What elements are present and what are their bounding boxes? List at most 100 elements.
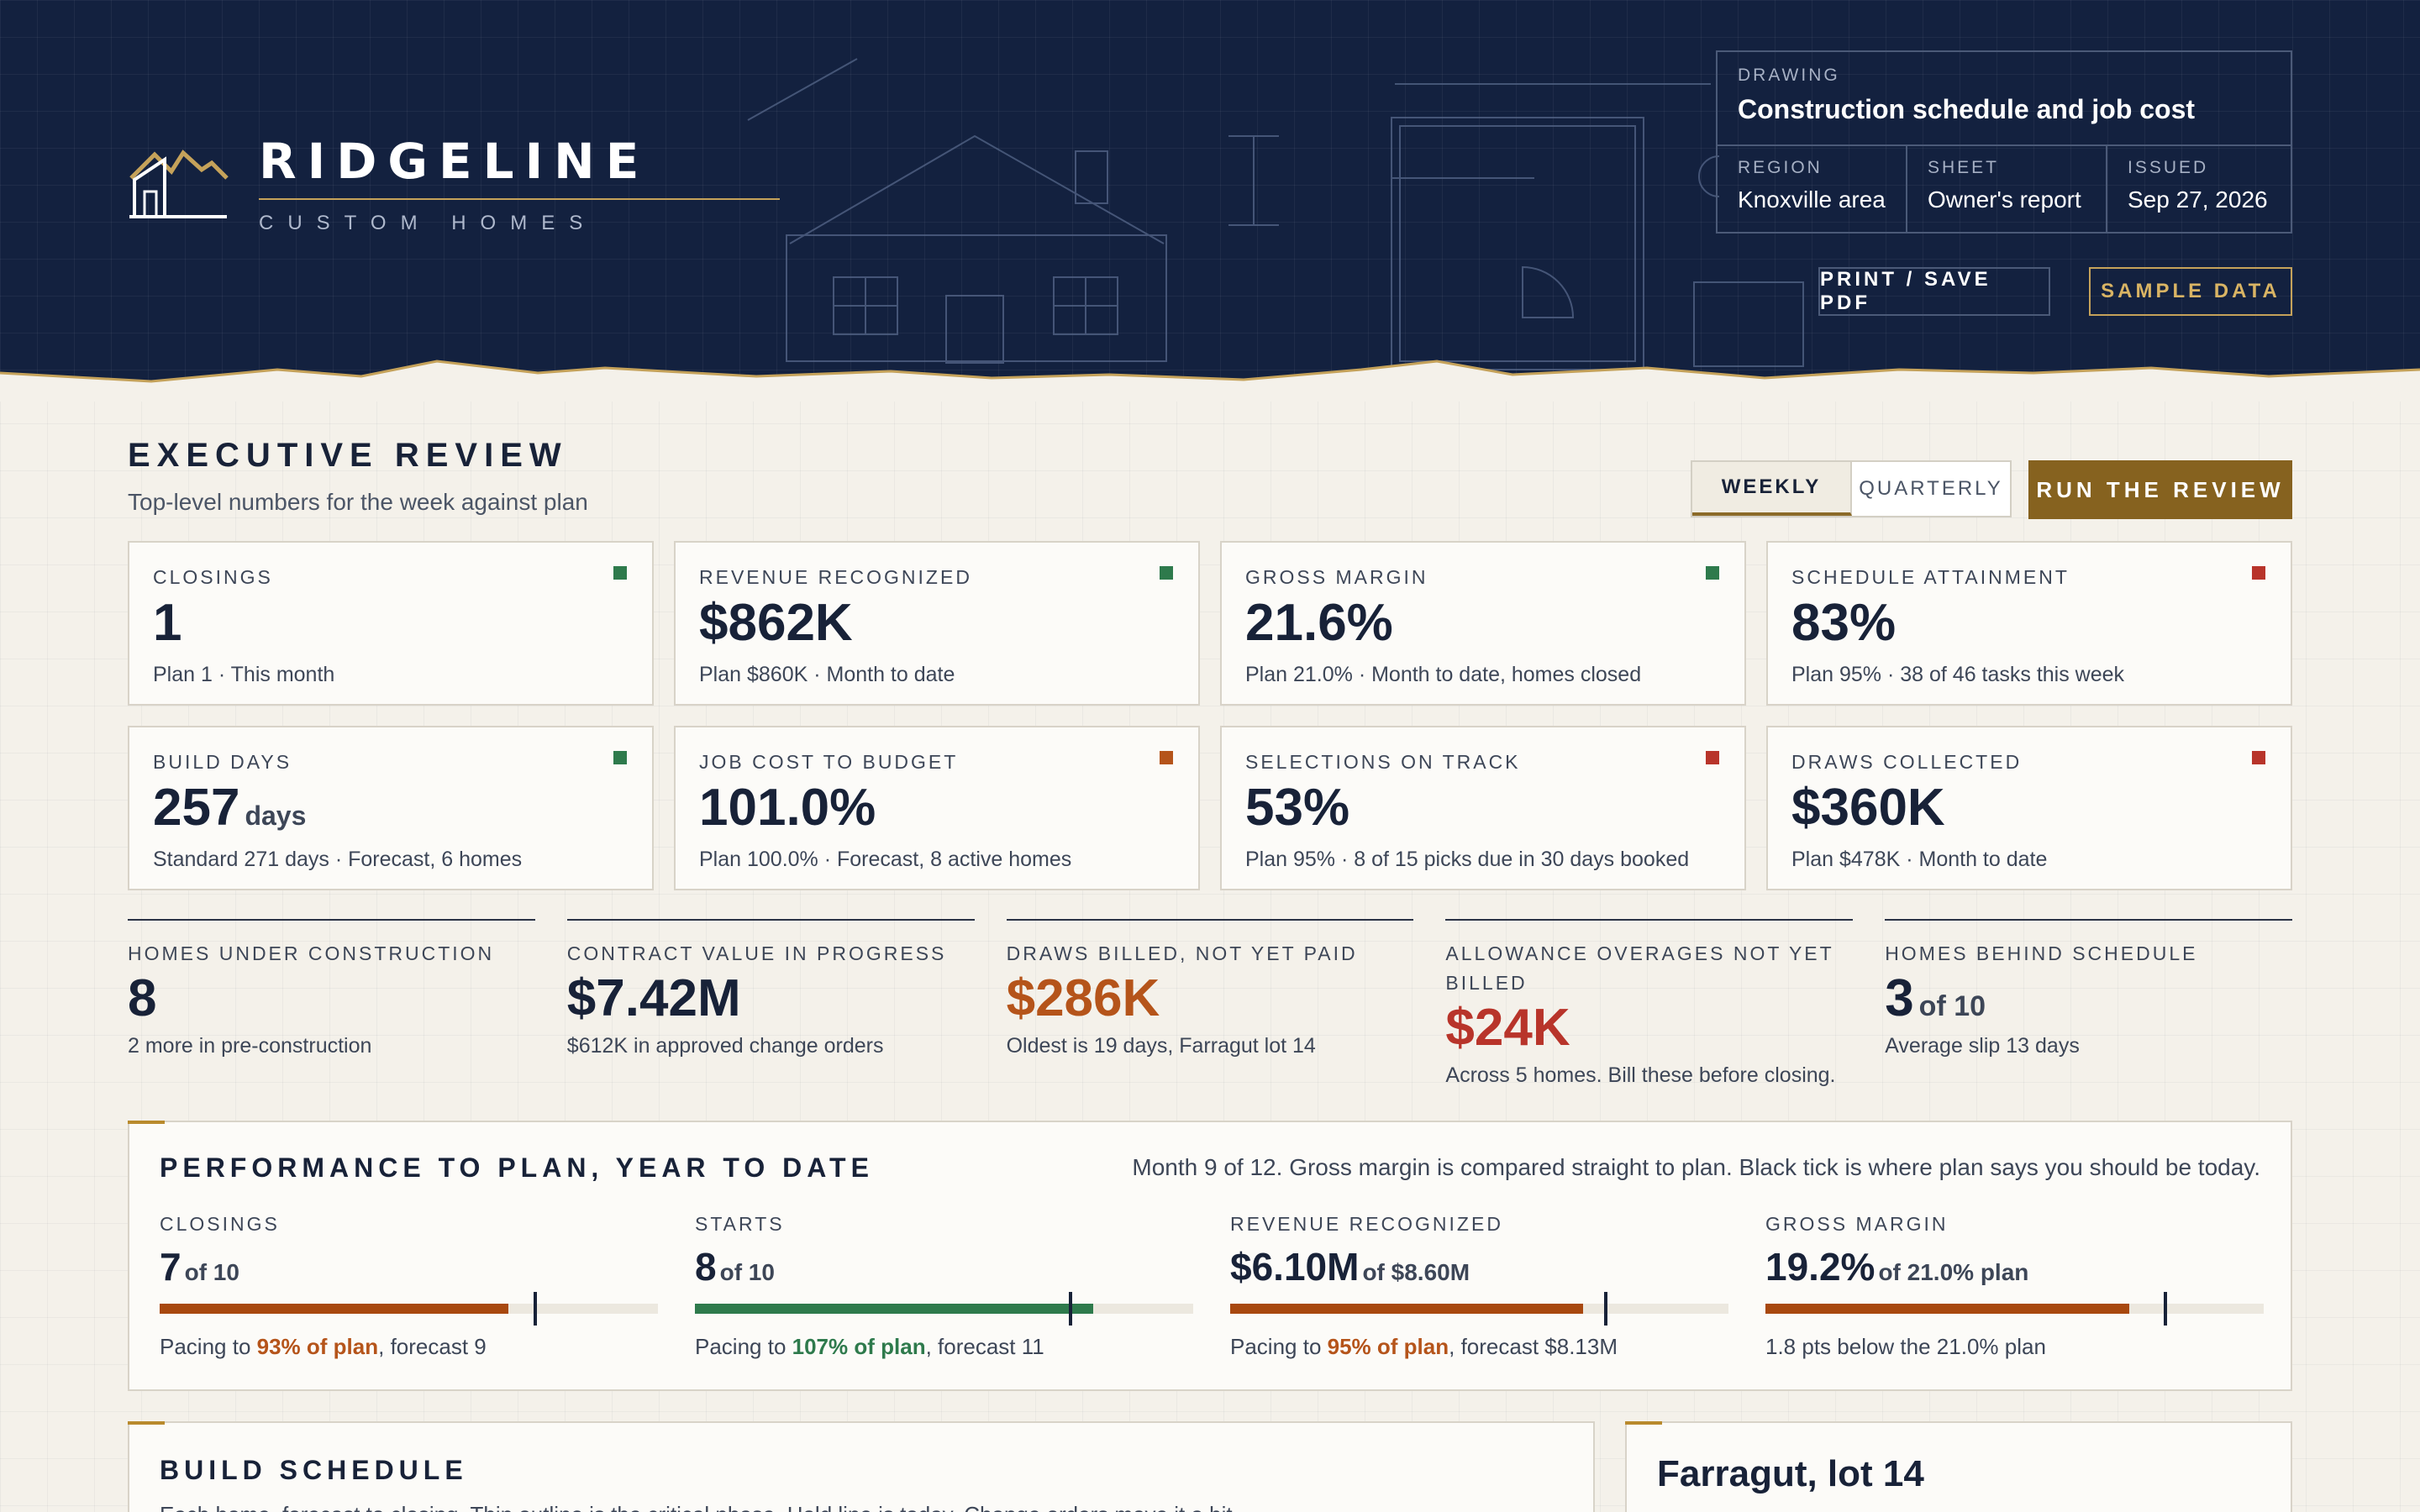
note-text: , forecast 9 <box>378 1333 487 1359</box>
performance-metric: CLOSINGS 7 of 10 Pacing to 93% of plan, for… <box>160 1213 658 1360</box>
metric-note: 1.8 pts below the 21.0% plan <box>1765 1334 2264 1360</box>
metric-number: 8 <box>695 1245 717 1289</box>
drawing-field-sheet: SHEET Owner's report <box>1907 146 2107 232</box>
stat-note: $612K in approved change orders <box>566 1034 884 1058</box>
progress-bar <box>1765 1291 2264 1326</box>
kpi-card[interactable]: JOB COST TO BUDGET 101.0% Plan 100.0% · Fo… <box>674 726 1200 890</box>
sample-data-button[interactable]: SAMPLE DATA <box>2089 267 2292 316</box>
stat-value: $286K <box>1007 969 1414 1027</box>
print-save-pdf-button[interactable]: PRINT / SAVE PDF <box>1818 267 2050 316</box>
kpi-grid: CLOSINGS 1 Plan 1 · This month REVENUE RECO… <box>128 541 2292 890</box>
plan-tick <box>1069 1291 1072 1326</box>
stat-block: HOMES BEHIND SCHEDULE 3 of 10 Average slip … <box>1885 919 2292 1088</box>
build-schedule-title: BUILD SCHEDULE <box>160 1455 468 1485</box>
stat-block: DRAWS BILLED, NOT YET PAID $286K Oldest is… <box>1006 919 1414 1088</box>
kpi-card[interactable]: SCHEDULE ATTAINMENT 83% Plan 95% · 38 of 4… <box>1766 541 2292 706</box>
stat-block: HOMES UNDER CONSTRUCTION 8 2 more in pre-c… <box>128 919 535 1088</box>
run-review-button[interactable]: RUN THE REVIEW <box>2028 460 2292 519</box>
kpi-card[interactable]: CLOSINGS 1 Plan 1 · This month <box>128 541 654 706</box>
metric-number: 19.2% <box>1765 1245 1876 1289</box>
brand-name: RIDGELINE <box>259 133 650 190</box>
kpi-value: $360K <box>1791 782 2267 834</box>
kpi-number: 53% <box>1245 779 1350 837</box>
stat-label: CONTRACT VALUE IN PROGRESS <box>566 942 947 964</box>
kpi-label: JOB COST TO BUDGET <box>699 751 959 773</box>
stat-note: Average slip 13 days <box>1885 1034 2080 1058</box>
stat-number: 3 <box>1885 969 1914 1027</box>
kpi-card[interactable]: DRAWS COLLECTED $360K Plan $478K · Month t… <box>1766 726 2292 890</box>
progress-bar <box>1230 1291 1728 1326</box>
kpi-label: REVENUE RECOGNIZED <box>699 566 972 588</box>
performance-metric: REVENUE RECOGNIZED $6.10M of $8.60M Pacing … <box>1230 1213 1728 1360</box>
field-value: Sep 27, 2026 <box>2128 186 2268 213</box>
kpi-note: Plan 100.0% · Forecast, 8 active homes <box>699 848 1072 871</box>
kpi-note: Plan 95% · 8 of 15 picks due in 30 days … <box>1245 848 1690 871</box>
metric-note: Pacing to 95% of plan, forecast $8.13M <box>1230 1334 1728 1360</box>
brand-rule <box>259 198 780 200</box>
kpi-label: SELECTIONS ON TRACK <box>1245 751 1521 773</box>
kpi-card[interactable]: SELECTIONS ON TRACK 53% Plan 95% · 8 of 15… <box>1220 726 1746 890</box>
status-indicator <box>2252 566 2265 580</box>
section-subtitle: Top-level numbers for the week against p… <box>128 489 588 515</box>
stat-value: $24K <box>1445 999 1853 1057</box>
field-label: ISSUED <box>2128 158 2209 177</box>
header: RIDGELINE CUSTOM HOMES DRAWING Construct… <box>0 0 2420 402</box>
kpi-value: 1 <box>153 597 629 649</box>
progress-bar <box>695 1291 1193 1326</box>
kpi-card[interactable]: BUILD DAYS 257 days Standard 271 days · For… <box>128 726 654 890</box>
drawing-field-region: REGION Knoxville area <box>1718 146 1907 232</box>
kpi-value: 53% <box>1245 782 1721 834</box>
metric-of: of 21.0% plan <box>1878 1259 2029 1285</box>
plan-tick <box>2164 1291 2167 1326</box>
kpi-card[interactable]: REVENUE RECOGNIZED $862K Plan $860K · Mont… <box>674 541 1200 706</box>
kpi-value: 21.6% <box>1245 597 1721 649</box>
plan-tick <box>534 1291 537 1326</box>
note-text: Pacing to <box>160 1333 257 1359</box>
performance-metrics: CLOSINGS 7 of 10 Pacing to 93% of plan, for… <box>160 1213 2264 1360</box>
note-highlight: 95% of plan <box>1327 1333 1449 1359</box>
field-label: SHEET <box>1928 158 2000 177</box>
plan-tick <box>1604 1291 1607 1326</box>
note-highlight: 107% of plan <box>792 1333 926 1359</box>
stat-note: 2 more in pre-construction <box>128 1034 372 1058</box>
toggle-weekly[interactable]: WEEKLY <box>1692 462 1852 516</box>
stat-label: ALLOWANCE OVERAGES NOT YET BILLED <box>1445 942 1834 994</box>
metric-value: $6.10M of $8.60M <box>1230 1246 1728 1289</box>
build-schedule-panel: BUILD SCHEDULE Each home, forecast to cl… <box>128 1421 1595 1512</box>
stat-number: 8 <box>128 969 157 1027</box>
status-indicator <box>613 566 627 580</box>
metric-number: $6.10M <box>1230 1245 1360 1289</box>
stat-number: $24K <box>1445 999 1570 1057</box>
kpi-note: Plan 1 · This month <box>153 663 335 686</box>
kpi-value: 101.0% <box>699 782 1175 834</box>
field-label: REGION <box>1738 158 1823 177</box>
build-schedule-subtitle: Each home, forecast to closing. Thin out… <box>160 1502 1239 1512</box>
performance-metric: GROSS MARGIN 19.2% of 21.0% plan 1.8 pts be… <box>1765 1213 2264 1360</box>
stat-label: HOMES UNDER CONSTRUCTION <box>128 942 495 964</box>
period-toggle: WEEKLY QUARTERLY <box>1691 460 2012 517</box>
stat-of: of 10 <box>1918 990 1986 1022</box>
kpi-unit: days <box>245 801 307 831</box>
stats-row: HOMES UNDER CONSTRUCTION 8 2 more in pre-c… <box>128 919 2292 1088</box>
kpi-label: GROSS MARGIN <box>1245 566 1428 588</box>
performance-description: Month 9 of 12. Gross margin is compared … <box>1132 1154 2260 1180</box>
field-value: Knoxville area <box>1738 186 1886 213</box>
progress-fill <box>695 1303 1093 1314</box>
metric-note: Pacing to 107% of plan, forecast 11 <box>695 1334 1193 1360</box>
note-text: , forecast $8.13M <box>1449 1333 1618 1359</box>
brand-logo[interactable]: RIDGELINE CUSTOM HOMES <box>128 126 780 244</box>
stat-block: ALLOWANCE OVERAGES NOT YET BILLED $24K Acr… <box>1445 919 1854 1088</box>
kpi-value: 257 days <box>153 782 629 834</box>
toggle-quarterly[interactable]: QUARTERLY <box>1859 477 2003 500</box>
kpi-value: $862K <box>699 597 1175 649</box>
kpi-label: DRAWS COLLECTED <box>1791 751 2023 773</box>
metric-label: GROSS MARGIN <box>1765 1213 1949 1235</box>
performance-panel: PERFORMANCE TO PLAN, YEAR TO DATE Month … <box>128 1121 2292 1391</box>
field-value: Owner's report <box>1928 186 2081 213</box>
stat-value: $7.42M <box>567 969 975 1027</box>
stat-label: DRAWS BILLED, NOT YET PAID <box>1006 942 1358 964</box>
kpi-note: Plan $860K · Month to date <box>699 663 955 686</box>
kpi-number: 257 <box>153 779 240 837</box>
kpi-card[interactable]: GROSS MARGIN 21.6% Plan 21.0% · Month to d… <box>1220 541 1746 706</box>
status-indicator <box>1706 751 1719 764</box>
